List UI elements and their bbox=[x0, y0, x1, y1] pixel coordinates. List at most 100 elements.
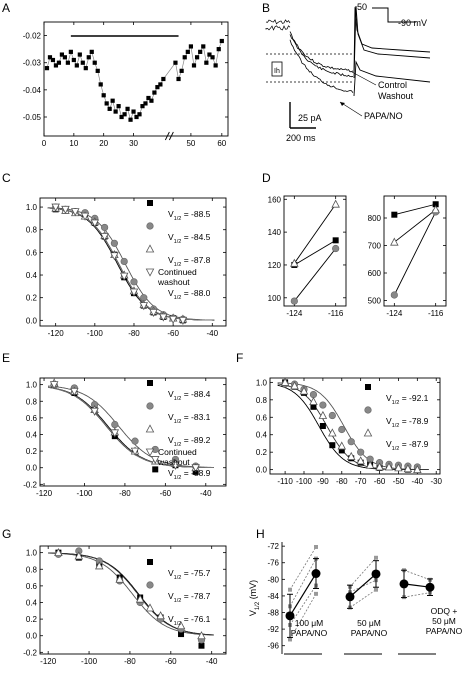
series-line bbox=[394, 209, 436, 243]
individual-line bbox=[403, 592, 431, 598]
legend-marker bbox=[145, 268, 155, 277]
data-point bbox=[188, 44, 194, 49]
data-point bbox=[178, 316, 188, 325]
data-point bbox=[191, 63, 197, 68]
x-tick-label: -80 bbox=[336, 477, 348, 486]
data-point bbox=[149, 309, 158, 318]
individual-line bbox=[349, 589, 377, 608]
x-tick-label: -60 bbox=[167, 329, 179, 338]
plot-frame bbox=[39, 545, 227, 655]
y-tick-label: 800 bbox=[368, 214, 382, 223]
y-tick-label: 1.0 bbox=[26, 381, 38, 390]
x-tick-label: -70 bbox=[355, 477, 367, 486]
plot-frame bbox=[269, 377, 441, 475]
plot-frame bbox=[43, 21, 229, 137]
data-point bbox=[210, 55, 215, 60]
x-tick-label: -124 bbox=[386, 309, 403, 318]
panel-label-g: G bbox=[2, 527, 11, 541]
data-point bbox=[95, 561, 104, 570]
data-point bbox=[213, 63, 218, 68]
data-point bbox=[119, 272, 129, 281]
individual-line bbox=[289, 558, 317, 607]
ih-inset-box bbox=[271, 61, 283, 77]
individual-point bbox=[314, 591, 318, 596]
data-point bbox=[129, 288, 139, 297]
group-label: PAPA/NO bbox=[351, 628, 388, 638]
data-point bbox=[80, 60, 85, 65]
trace-label-washout: Washout bbox=[378, 91, 414, 101]
data-point bbox=[130, 278, 138, 286]
panel-label-a: A bbox=[2, 1, 10, 15]
data-point bbox=[56, 60, 62, 65]
data-point bbox=[130, 447, 140, 456]
data-point bbox=[357, 448, 365, 456]
legend-label: Continued washout bbox=[157, 267, 197, 287]
label-arrowhead bbox=[340, 102, 345, 106]
data-point bbox=[328, 411, 336, 420]
data-point bbox=[65, 60, 70, 65]
y-axis-label: V1/2 (mV) bbox=[248, 580, 261, 616]
data-point bbox=[110, 252, 119, 261]
x-tick-label: -120 bbox=[40, 657, 57, 666]
x-tick-label: 0 bbox=[42, 139, 47, 148]
legend-marker bbox=[147, 200, 153, 206]
x-tick-label: -100 bbox=[76, 489, 93, 498]
panel-f: -110 -100 -90 -80 -70 -60 -50 -40 -30 0.0 0.2 0.4 0.… bbox=[256, 377, 443, 486]
data-point bbox=[74, 551, 84, 560]
data-point bbox=[176, 621, 186, 630]
data-point bbox=[216, 47, 221, 52]
x-tick-label: -60 bbox=[160, 489, 172, 498]
data-point bbox=[156, 611, 165, 620]
data-point bbox=[290, 258, 299, 267]
data-point bbox=[119, 114, 124, 120]
protocol-label-minus90: -90 mV bbox=[398, 18, 427, 28]
data-point bbox=[318, 410, 328, 419]
x-tick-label: -30 bbox=[430, 477, 442, 486]
data-point bbox=[207, 52, 212, 57]
panel-label-e: E bbox=[2, 351, 10, 365]
y-tick-label: -0.02 bbox=[23, 32, 42, 41]
x-tick-label: -116 bbox=[428, 309, 444, 318]
x-tick-label: 60 bbox=[217, 139, 226, 148]
x-tick-label: 50 bbox=[186, 139, 195, 148]
x-tick-label: -100 bbox=[81, 657, 98, 666]
group-label: PAPA/NO bbox=[426, 626, 463, 636]
y-tick-label: 0.4 bbox=[26, 271, 38, 280]
legend-vhalf: V1/2 = -87.9 bbox=[386, 439, 429, 452]
panel-d2: -124 -116 500 600 700 800 bbox=[368, 195, 447, 318]
x-tick-label: -80 bbox=[128, 329, 140, 338]
y-tick-label: -0.2 bbox=[23, 480, 37, 489]
y-tick-label: 0.0 bbox=[26, 632, 38, 641]
data-point bbox=[338, 425, 346, 434]
data-point bbox=[280, 377, 290, 386]
data-point bbox=[62, 55, 67, 60]
scale-label-current: 25 pA bbox=[298, 113, 322, 123]
data-point bbox=[375, 462, 384, 471]
data-point bbox=[49, 381, 59, 390]
y-tick-label: -92 bbox=[267, 625, 279, 634]
legend-marker bbox=[147, 559, 153, 565]
y-tick-label: -0.03 bbox=[23, 59, 42, 68]
data-point bbox=[50, 57, 56, 63]
x-tick-label: -40 bbox=[206, 657, 218, 666]
individual-point bbox=[374, 555, 378, 560]
data-point bbox=[80, 212, 90, 221]
panel-e: -120 -100 -80 -60 -40 -0.2 0.0 0.2 0.4 0.6 0.8 1.0 V… bbox=[23, 377, 227, 498]
series-line bbox=[46, 40, 223, 121]
y-tick-label: -72 bbox=[267, 542, 279, 551]
trace-control bbox=[289, 31, 354, 73]
legend-vhalf: V1/2 = -76.1 bbox=[168, 614, 211, 627]
legend-vhalf: V1/2 = -78.9 bbox=[386, 416, 429, 429]
y-tick-label: -84 bbox=[267, 592, 279, 601]
data-point bbox=[143, 101, 148, 106]
data-point bbox=[101, 223, 109, 232]
data-point bbox=[122, 112, 127, 117]
tail-current-papano bbox=[353, 60, 431, 97]
data-point bbox=[54, 547, 63, 557]
data-point bbox=[146, 95, 151, 101]
legend-vhalf: V1/2 = -92.1 bbox=[386, 393, 429, 406]
fit-curve-1 bbox=[48, 552, 214, 636]
data-point bbox=[70, 208, 80, 217]
x-tick-label: -80 bbox=[124, 657, 136, 666]
individual-point bbox=[374, 587, 378, 592]
